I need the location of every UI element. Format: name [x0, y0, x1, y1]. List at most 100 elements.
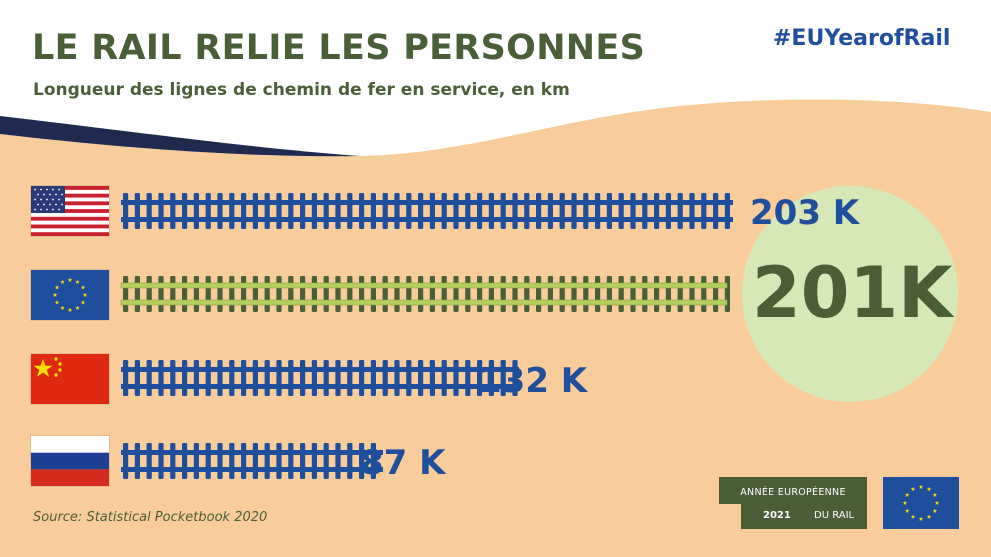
track-tie	[394, 360, 400, 396]
track-tie	[311, 193, 317, 229]
track-tie	[654, 193, 660, 229]
track-tie	[288, 276, 294, 312]
track-tie	[276, 360, 282, 396]
track-tie	[713, 193, 719, 229]
track-tie	[241, 193, 247, 229]
track-tie	[347, 193, 353, 229]
eu-star-icon	[75, 305, 80, 310]
eu-star-icon	[932, 508, 938, 513]
track-rail	[121, 200, 733, 205]
track-tie	[665, 276, 671, 312]
eu-star-icon	[918, 516, 924, 521]
track-tie	[571, 276, 577, 312]
track-tie	[677, 193, 683, 229]
eu-star-icon	[52, 292, 58, 297]
track-tie	[406, 276, 412, 312]
track-tie	[618, 193, 624, 229]
track-rail	[121, 467, 383, 472]
track-tie	[406, 193, 412, 229]
track-tie	[429, 276, 435, 312]
track-tie	[193, 276, 199, 312]
eu-star-icon	[80, 300, 86, 305]
value-label-us: 203 K	[750, 193, 860, 233]
badge-strip	[719, 504, 741, 529]
track-tie	[146, 360, 152, 396]
track-tie	[677, 276, 683, 312]
track-tie	[193, 443, 199, 479]
track-tie	[158, 443, 164, 479]
track-tie	[288, 193, 294, 229]
track-tie	[323, 193, 329, 229]
track-tie	[583, 276, 589, 312]
track-tie	[311, 360, 317, 396]
track-tie	[441, 276, 447, 312]
track-tie	[630, 276, 636, 312]
track-tie	[571, 193, 577, 229]
track-bar-eu	[120, 276, 730, 312]
eu-star-icon	[54, 285, 60, 290]
track-tie	[512, 193, 518, 229]
track-tie	[276, 193, 282, 229]
track-tie	[595, 276, 601, 312]
page-title: LE RAIL RELIE LES PERSONNES	[32, 28, 646, 68]
track-tie	[524, 276, 530, 312]
track-tie	[335, 443, 341, 479]
track-tie	[654, 276, 660, 312]
track-tie	[406, 360, 412, 396]
track-tie	[217, 193, 223, 229]
track-tie	[418, 360, 424, 396]
track-tie	[276, 276, 282, 312]
track-rail	[121, 217, 733, 222]
track-tie	[394, 193, 400, 229]
track-tie	[205, 276, 211, 312]
badge-line2: DU RAIL	[814, 510, 855, 521]
source-note: Source: Statistical Pocketbook 2020	[33, 510, 268, 525]
track-tie	[724, 276, 730, 312]
track-tie	[300, 443, 306, 479]
track-tie	[359, 193, 365, 229]
track-tie	[477, 193, 483, 229]
track-tie	[229, 443, 235, 479]
track-tie	[359, 360, 365, 396]
track-tie	[689, 276, 695, 312]
eu-star-icon	[904, 492, 910, 497]
eu-star-icon	[926, 514, 932, 519]
hashtag-label: #EUYearofRail	[773, 26, 951, 51]
track-tie	[606, 193, 612, 229]
track-tie	[241, 443, 247, 479]
eu-star-icon	[926, 486, 932, 492]
track-tie	[630, 193, 636, 229]
track-rail	[120, 282, 728, 289]
eu-star-icon	[902, 500, 908, 505]
track-tie	[170, 443, 176, 479]
track-tie	[713, 276, 719, 312]
track-tie	[252, 360, 258, 396]
track-tie	[347, 276, 353, 312]
eu-star-icon	[67, 277, 73, 282]
track-tie	[382, 276, 388, 312]
track-tie	[724, 193, 730, 229]
track-tie	[123, 443, 129, 479]
track-tie	[370, 276, 376, 312]
track-tie	[429, 193, 435, 229]
track-tie	[182, 276, 188, 312]
track-tie	[264, 443, 270, 479]
track-tie	[264, 276, 270, 312]
track-rail	[120, 299, 728, 306]
eu-star-icon	[910, 514, 916, 519]
track-tie	[146, 276, 152, 312]
eu-star-icon	[904, 508, 910, 513]
track-tie	[323, 443, 329, 479]
track-tie	[323, 360, 329, 396]
navy-wave-stripe	[0, 116, 360, 157]
value-label-eu: 201K	[752, 252, 953, 334]
track-tie	[182, 193, 188, 229]
track-tie	[394, 276, 400, 312]
track-bar-us	[121, 193, 733, 229]
track-tie	[123, 193, 129, 229]
track-tie	[335, 193, 341, 229]
track-tie	[217, 276, 223, 312]
track-tie	[512, 276, 518, 312]
